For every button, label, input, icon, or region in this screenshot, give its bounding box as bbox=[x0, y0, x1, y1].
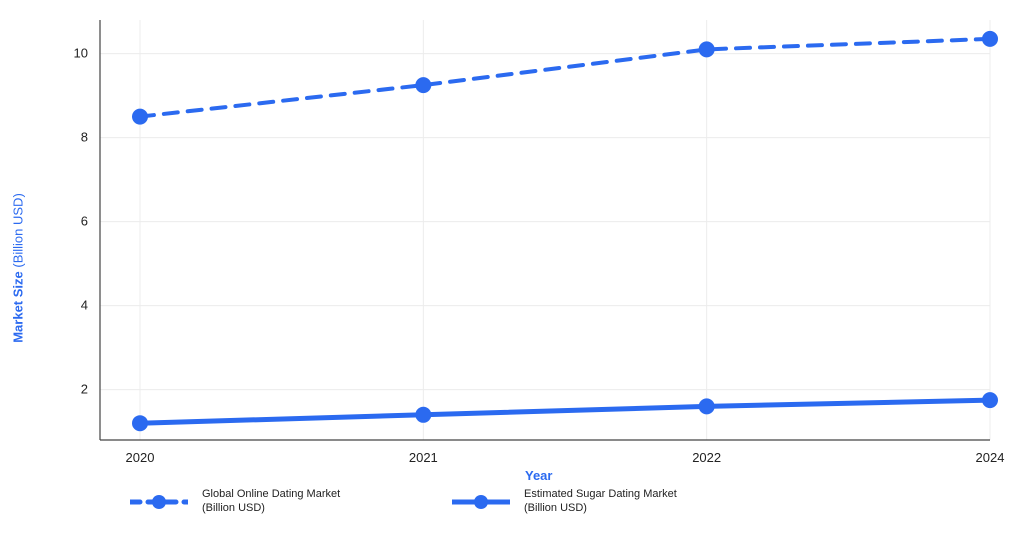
x-axis-title: Year bbox=[525, 468, 552, 483]
legend-swatch-sugar bbox=[452, 492, 510, 512]
x-tick-label: 2021 bbox=[409, 450, 438, 465]
y-tick-label: 2 bbox=[81, 382, 88, 397]
series-marker-global bbox=[415, 77, 431, 93]
x-tick-label: 2024 bbox=[976, 450, 1005, 465]
chart-container: 2 4 6 8 10 2020 2021 2022 2024 Market Size (Bill… bbox=[0, 0, 1024, 536]
legend-item-sugar: Estimated Sugar Dating Market (Billion U… bbox=[452, 488, 694, 516]
y-axis-title-rest: (Billion USD) bbox=[11, 193, 26, 271]
x-axis-title-text: Year bbox=[525, 468, 552, 483]
legend: Global Online Dating Market (Billion USD… bbox=[130, 488, 694, 516]
chart-svg: 2 4 6 8 10 2020 2021 2022 2024 bbox=[0, 0, 1024, 536]
y-tick-label: 4 bbox=[81, 298, 88, 313]
y-axis-title: Market Size (Billion USD) bbox=[11, 193, 26, 343]
x-tick-label: 2020 bbox=[126, 450, 155, 465]
y-tick-label: 8 bbox=[81, 130, 88, 145]
series-marker-global bbox=[132, 109, 148, 125]
series-marker-sugar bbox=[132, 415, 148, 431]
series-marker-sugar bbox=[699, 398, 715, 414]
y-axis-title-bold: Market Size bbox=[11, 271, 26, 343]
series-marker-sugar bbox=[982, 392, 998, 408]
legend-label-global: Global Online Dating Market (Billion USD… bbox=[202, 488, 372, 516]
series-marker-sugar bbox=[415, 407, 431, 423]
y-tick-label: 6 bbox=[81, 214, 88, 229]
x-tick-label: 2022 bbox=[692, 450, 721, 465]
legend-label-sugar: Estimated Sugar Dating Market (Billion U… bbox=[524, 488, 694, 516]
series-marker-global bbox=[982, 31, 998, 47]
legend-swatch-global bbox=[130, 492, 188, 512]
legend-item-global: Global Online Dating Market (Billion USD… bbox=[130, 488, 372, 516]
y-tick-label: 10 bbox=[74, 46, 88, 61]
series-marker-global bbox=[699, 41, 715, 57]
